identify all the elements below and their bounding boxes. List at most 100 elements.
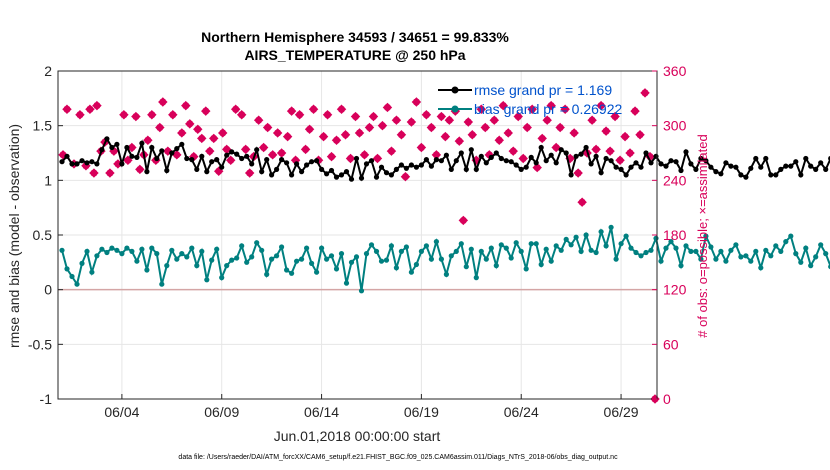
bias-data-point (154, 251, 160, 257)
bias-data-point (508, 255, 514, 261)
bias-data-point (408, 269, 414, 275)
obs-possible-marker (476, 104, 487, 114)
bias-data-point (578, 248, 584, 254)
rmse-data-point (483, 160, 489, 166)
rmse-data-point (763, 155, 769, 162)
rmse-data-point (324, 171, 330, 177)
bias-data-point (813, 254, 819, 260)
obs-possible-marker (498, 100, 508, 111)
bias-data-point (738, 254, 744, 260)
bias-data-point (698, 256, 704, 262)
bias-data-point (483, 256, 489, 262)
rmse-data-point (718, 171, 724, 177)
bias-data-point (773, 243, 779, 249)
rmse-data-point (244, 153, 250, 159)
rmse-data-point (738, 172, 744, 178)
obs-possible-marker (467, 130, 478, 140)
obs-possible-marker (573, 168, 583, 178)
rmse-data-point (773, 172, 779, 178)
bias-data-point (184, 254, 190, 260)
rmse-data-point (134, 154, 140, 160)
legend-bias-label: bias grand pr = 0.26922 (474, 101, 622, 117)
bias-data-point (164, 263, 170, 269)
bias-data-point (124, 245, 130, 251)
bias-data-point (438, 256, 444, 262)
rmse-data-point (139, 140, 145, 146)
obs-possible-marker (463, 117, 474, 127)
rmse-data-point (613, 164, 619, 170)
rmse-data-point (144, 169, 150, 175)
bias-data-point (338, 251, 345, 257)
bias-data-point (563, 236, 569, 242)
right-tick-label: 0 (663, 391, 671, 407)
bias-data-point (319, 245, 325, 251)
rmse-data-point (204, 169, 210, 175)
rmse-data-point (628, 164, 634, 170)
bias-data-point (423, 243, 429, 249)
obs-possible-marker (372, 153, 383, 164)
bias-data-point (553, 243, 559, 249)
rmse-data-point (279, 157, 285, 163)
bias-data-point (663, 245, 669, 251)
obs-possible-marker (411, 97, 422, 107)
left-tick-label: 1.5 (33, 118, 53, 134)
obs-possible-marker (308, 104, 319, 114)
bias-data-point (109, 245, 115, 251)
bias-data-point (683, 243, 689, 249)
rmse-data-point (473, 166, 479, 172)
obs-possible-marker (354, 128, 365, 138)
bias-data-point (244, 259, 250, 265)
rmse-data-point (678, 167, 684, 174)
bias-data-point (783, 239, 789, 245)
obs-possible-marker (282, 131, 293, 142)
obs-possible-marker (181, 100, 191, 111)
rmse-data-point (64, 153, 70, 159)
rmse-data-point (89, 159, 95, 165)
obs-possible-marker (620, 131, 630, 142)
rmse-data-point (698, 155, 704, 162)
obs-possible-marker (168, 110, 178, 120)
rmse-data-point (493, 150, 499, 156)
rmse-data-point (194, 166, 200, 172)
obs-possible-marker (286, 106, 297, 116)
rmse-data-point (294, 161, 300, 167)
left-y-axis-label: rmse and bias (model - observation) (6, 124, 22, 348)
obs-possible-marker (518, 153, 528, 164)
bias-data-point (728, 247, 734, 253)
bias-data-point (623, 233, 629, 239)
bias-data-point (159, 281, 165, 287)
rmse-data-point (79, 158, 85, 164)
obs-possible-marker (421, 110, 432, 120)
rmse-data-point (643, 150, 649, 156)
rmse-data-point (423, 157, 429, 163)
bias-data-point (418, 248, 424, 254)
bias-data-point (304, 245, 310, 251)
obs-possible-marker (546, 100, 556, 111)
rmse-data-point (528, 154, 534, 160)
bias-data-point (383, 257, 390, 263)
obs-possible-marker (426, 122, 437, 133)
rmse-data-point (458, 150, 464, 156)
bias-data-point (533, 241, 539, 247)
bias-data-point (363, 251, 370, 257)
right-tick-label: 180 (663, 227, 687, 243)
rmse-data-point (808, 163, 814, 169)
bias-data-point (119, 251, 125, 257)
bias-data-point (259, 247, 265, 253)
obs-possible-marker (560, 104, 570, 114)
bias-data-point (793, 251, 799, 257)
obs-possible-marker (193, 124, 203, 135)
bias-data-point (703, 233, 709, 239)
rmse-data-point (249, 161, 255, 167)
obs-possible-marker (318, 131, 329, 142)
bias-data-point (673, 245, 679, 251)
bias-data-point (64, 266, 70, 272)
rmse-data-point (668, 158, 674, 164)
bias-data-point (398, 248, 404, 254)
rmse-data-point (328, 167, 335, 174)
obs-possible-marker (400, 171, 411, 182)
bias-data-point (543, 246, 549, 252)
bias-data-point (378, 258, 385, 264)
rmse-data-point (523, 164, 529, 170)
rmse-data-point (264, 157, 270, 163)
